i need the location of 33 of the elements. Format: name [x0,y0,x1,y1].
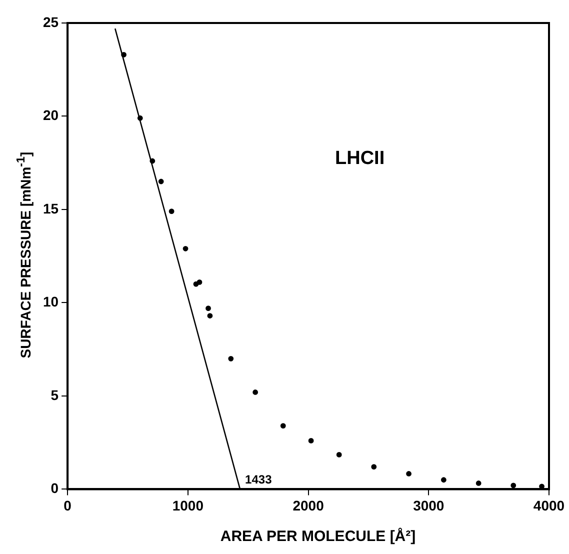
point [168,208,174,214]
point [476,480,482,486]
y-tick-label: 0 [50,480,59,496]
point [182,246,188,252]
point [196,280,202,285]
point [137,115,143,121]
x-axis-title: AREA PER MOLECULE [Å²] [219,528,417,545]
y-tick-label: 25 [42,14,59,30]
point [206,306,211,312]
annotation: 1433 [245,472,272,487]
y-tick-label: 5 [50,386,59,403]
point [207,313,213,318]
x-tick-label: 3000 [413,497,444,514]
point [371,464,377,470]
x-tick-label: 0 [64,497,72,514]
y-tick-label: 15 [42,200,59,216]
point [158,178,164,184]
point [440,477,446,483]
point [228,356,234,362]
point [406,471,412,476]
point [336,452,342,458]
y-tick-label: 10 [42,294,59,310]
point [308,438,314,444]
x-tick-label: 1000 [172,497,204,514]
point [510,482,516,488]
point [252,390,258,395]
x-tick-label: 2000 [292,497,324,514]
y-tick-label: 20 [42,107,59,124]
x-tick-label: 4000 [533,497,565,514]
point [121,52,126,58]
point [280,423,286,428]
point [150,158,156,164]
annotation: LHCII [335,148,385,170]
